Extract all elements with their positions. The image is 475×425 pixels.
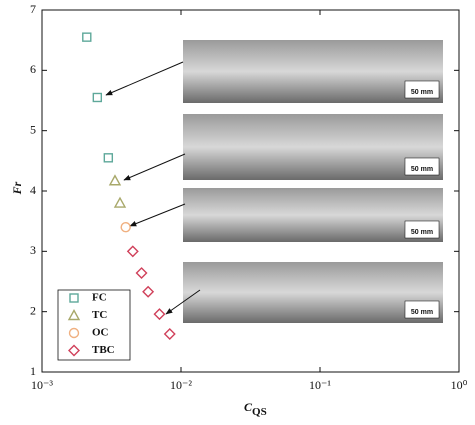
legend-marker bbox=[68, 344, 80, 357]
scale-label: 50 mm bbox=[411, 166, 433, 173]
legend-label: FC bbox=[92, 292, 107, 304]
point bbox=[135, 267, 148, 280]
point bbox=[126, 245, 139, 258]
photo bbox=[183, 114, 443, 180]
x-axis-label-sub: QS bbox=[252, 406, 267, 418]
x-axis-label: CQS bbox=[244, 400, 267, 418]
y-tick-label: 6 bbox=[30, 62, 36, 76]
scale-box bbox=[404, 300, 440, 319]
point bbox=[103, 153, 114, 163]
photo bbox=[183, 262, 443, 323]
photo bbox=[183, 40, 443, 103]
x-tick-label: 10⁰ bbox=[451, 378, 468, 392]
point bbox=[120, 221, 131, 233]
scale-label: 50 mm bbox=[411, 309, 433, 316]
y-tick-label: 7 bbox=[30, 2, 36, 16]
legend-label: OC bbox=[92, 327, 109, 339]
photos: 50 mm 50 mm 50 mm 50 mm bbox=[183, 40, 443, 323]
y-tick-label: 3 bbox=[30, 243, 36, 257]
y-axis-label: Fr bbox=[10, 181, 24, 195]
point bbox=[92, 92, 103, 103]
scale-label: 50 mm bbox=[411, 89, 433, 96]
legend-label: TC bbox=[92, 309, 107, 321]
point bbox=[113, 196, 127, 208]
y-tick-label: 4 bbox=[30, 183, 36, 197]
point bbox=[163, 328, 176, 340]
point bbox=[142, 285, 155, 298]
x-axis-label-main: C bbox=[244, 400, 253, 414]
arrow bbox=[123, 153, 186, 181]
y-tick-label: 1 bbox=[30, 364, 36, 378]
point bbox=[108, 174, 122, 186]
scale-box bbox=[404, 157, 440, 176]
legend-marker bbox=[67, 309, 81, 321]
legend-label: TBC bbox=[92, 344, 115, 356]
scale-box bbox=[404, 80, 440, 99]
scale-box bbox=[404, 220, 440, 239]
x-tick-label: 10⁻¹ bbox=[309, 378, 331, 392]
arrow bbox=[165, 289, 201, 315]
legend-marker bbox=[68, 327, 80, 339]
y-tick-label: 2 bbox=[30, 303, 36, 317]
arrow bbox=[129, 203, 186, 227]
point bbox=[153, 308, 166, 321]
photo bbox=[183, 188, 443, 242]
point bbox=[82, 32, 92, 42]
legend-marker bbox=[69, 293, 79, 303]
scale-label: 50 mm bbox=[411, 229, 433, 236]
arrows bbox=[105, 61, 201, 315]
arrow bbox=[105, 61, 184, 96]
x-tick-label: 10⁻³ bbox=[31, 378, 53, 392]
x-tick-label: 10⁻² bbox=[170, 378, 192, 392]
y-tick-label: 5 bbox=[30, 122, 36, 136]
